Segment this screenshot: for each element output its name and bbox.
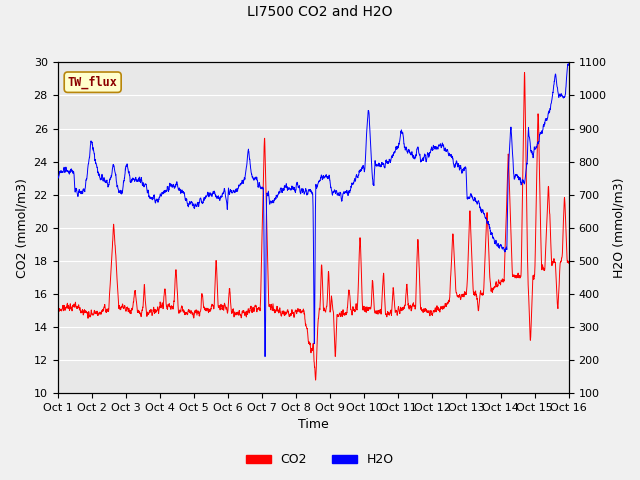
Text: TW_flux: TW_flux [68,75,118,89]
Legend: CO2, H2O: CO2, H2O [241,448,399,471]
Y-axis label: H2O (mmol/m3): H2O (mmol/m3) [612,178,625,278]
Text: LI7500 CO2 and H2O: LI7500 CO2 and H2O [247,5,393,19]
Y-axis label: CO2 (mmol/m3): CO2 (mmol/m3) [15,178,28,278]
X-axis label: Time: Time [298,419,328,432]
